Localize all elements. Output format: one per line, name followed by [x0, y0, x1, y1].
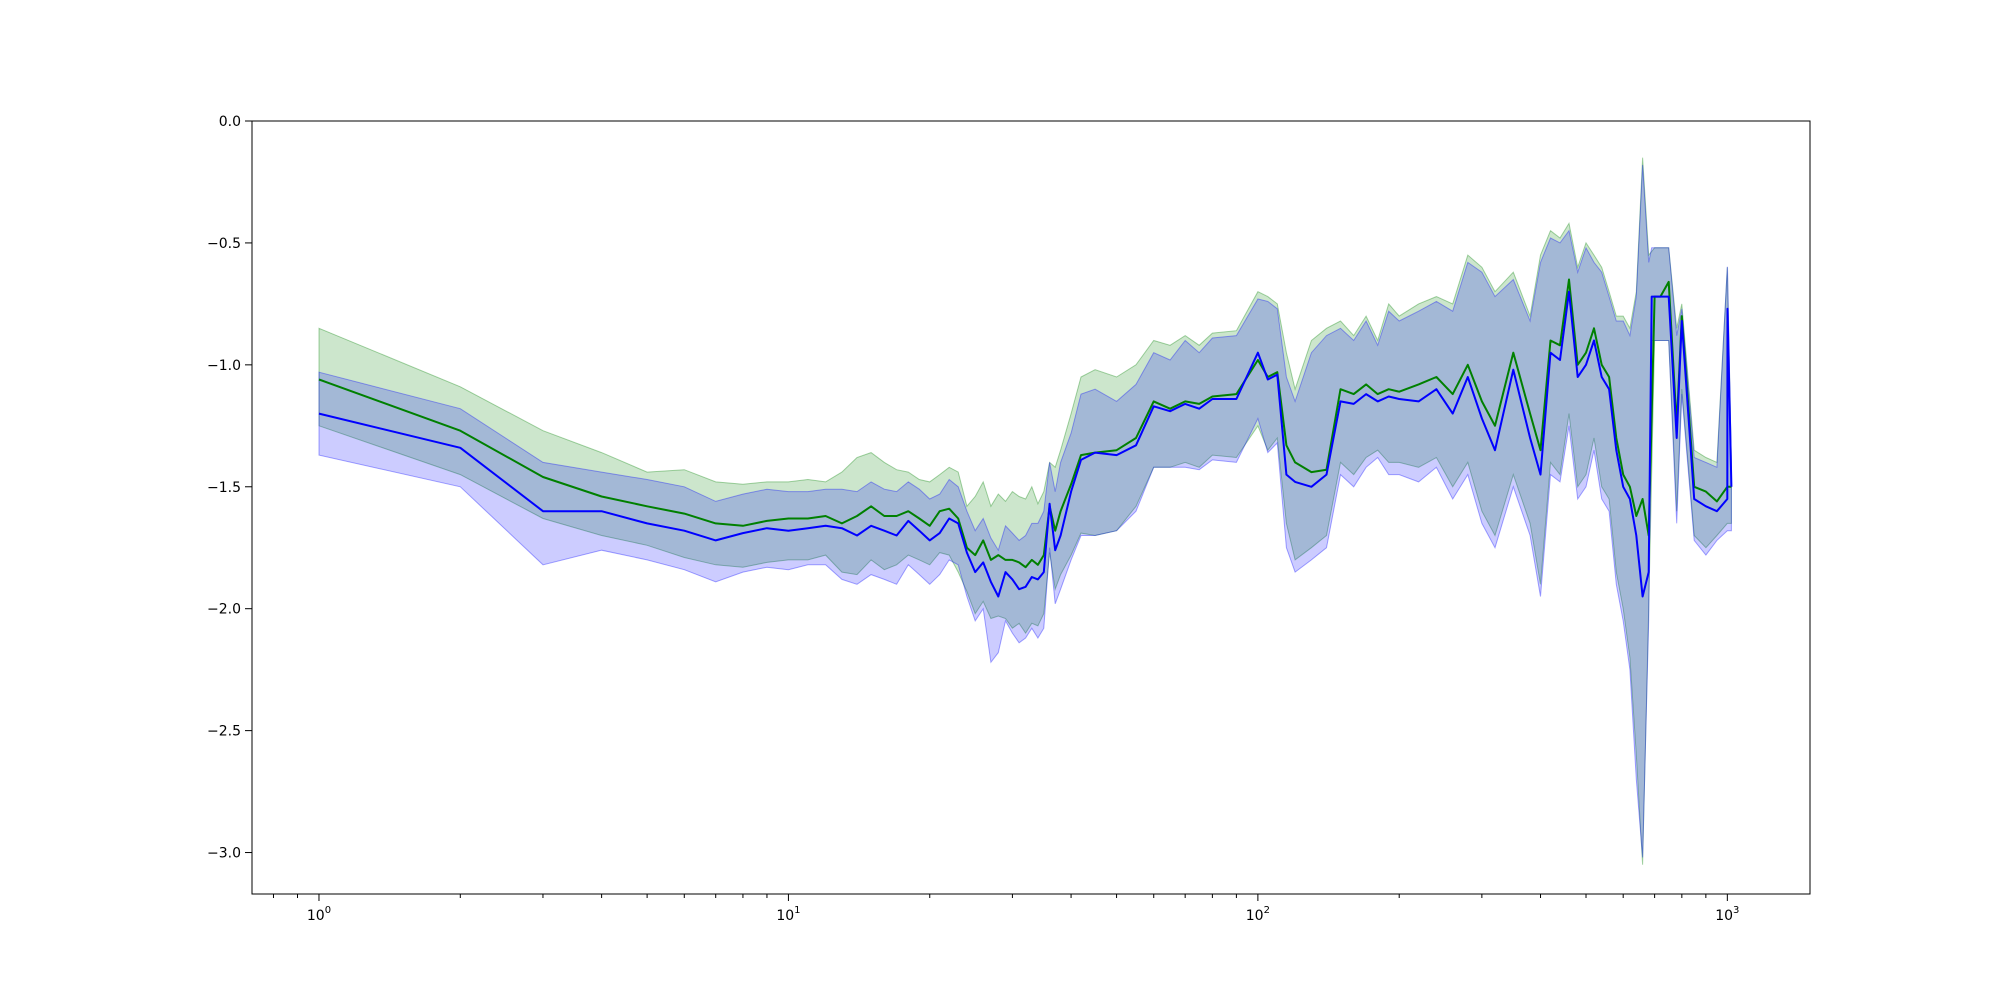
- x-axis-ticks: 100 101 102 103: [272, 894, 1739, 924]
- y-axis-ticks: 0.0 −0.5 −1.0 −1.5 −2.0 −2.5 −3.0: [207, 114, 252, 862]
- x-tick-label: 100: [307, 905, 331, 924]
- y-tick-label: 0.0: [219, 114, 241, 130]
- y-tick-label: −1.0: [207, 358, 241, 374]
- line-series-1: [318, 278, 1732, 569]
- x-tick-label: 101: [776, 905, 800, 924]
- confidence-bands: [318, 157, 1732, 865]
- y-tick-label: −2.5: [207, 724, 241, 740]
- line-series-2: [318, 290, 1733, 598]
- x-tick-label: 103: [1715, 905, 1739, 924]
- series-lines: [318, 278, 1733, 598]
- x-tick-label: 102: [1246, 905, 1270, 924]
- plot-frame: [251, 120, 1811, 895]
- y-tick-label: −2.0: [207, 602, 241, 618]
- y-tick-label: −0.5: [207, 236, 241, 252]
- band-series-1: [318, 157, 1732, 865]
- y-tick-label: −1.5: [207, 480, 241, 496]
- y-tick-label: −3.0: [207, 846, 241, 862]
